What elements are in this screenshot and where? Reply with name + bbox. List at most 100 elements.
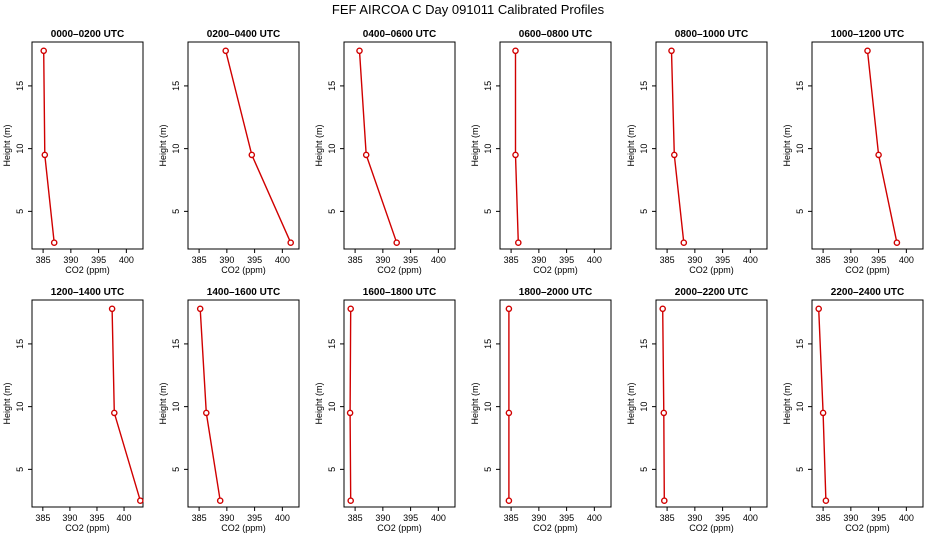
y-axis-label: Height (m)	[626, 124, 636, 166]
x-tick-label: 385	[660, 255, 675, 265]
y-tick-label: 10	[171, 144, 181, 154]
y-tick-label: 10	[15, 144, 25, 154]
y-tick-label: 10	[171, 402, 181, 412]
y-tick-label: 15	[795, 81, 805, 91]
panel-title: 1200–1400 UTC	[51, 287, 124, 298]
profile-line	[818, 308, 827, 501]
data-point	[659, 305, 667, 313]
panel-title: 1000–1200 UTC	[831, 29, 904, 40]
y-tick-label: 5	[171, 467, 181, 472]
x-tick-label: 385	[192, 255, 207, 265]
y-axis-label: Height (m)	[158, 124, 168, 166]
data-point	[196, 305, 204, 313]
data-point	[505, 497, 513, 505]
y-tick-label: 10	[639, 144, 649, 154]
y-tick-label: 15	[171, 339, 181, 349]
x-tick-label: 385	[36, 255, 51, 265]
x-tick-label: 400	[431, 255, 446, 265]
x-tick-label: 385	[816, 255, 831, 265]
x-tick-label: 390	[687, 513, 702, 523]
data-point	[512, 151, 519, 159]
y-axis-label: Height (m)	[782, 124, 792, 166]
y-tick-label: 5	[15, 467, 25, 472]
y-tick-label: 5	[795, 467, 805, 472]
y-tick-label: 15	[171, 81, 181, 91]
x-tick-label: 395	[715, 513, 730, 523]
x-tick-label: 390	[219, 255, 234, 265]
y-tick-label: 15	[15, 339, 25, 349]
y-tick-label: 10	[15, 402, 25, 412]
profile-line	[514, 50, 519, 243]
plot-frame	[187, 299, 300, 508]
profile-line	[349, 308, 352, 501]
panel-title: 1800–2000 UTC	[519, 287, 592, 298]
plot-frame	[343, 299, 456, 508]
profile-panel: 0600–0800 UTC 385 390 395 400 5 10 15 CO2 (ppm) H…	[470, 29, 612, 275]
profile-line	[662, 308, 665, 501]
x-axis-label: CO2 (ppm)	[845, 523, 890, 533]
x-tick-label: 400	[899, 255, 914, 265]
panel-title: 1400–1600 UTC	[207, 287, 280, 298]
data-point	[346, 409, 354, 417]
x-tick-label: 400	[587, 255, 602, 265]
y-axis-label: Height (m)	[158, 382, 168, 424]
data-point	[822, 497, 830, 505]
x-tick-label: 385	[35, 513, 50, 523]
data-point	[671, 151, 678, 159]
y-tick-label: 10	[327, 144, 337, 154]
x-tick-label: 400	[743, 255, 758, 265]
data-point	[347, 497, 355, 505]
x-axis-label: CO2 (ppm)	[377, 523, 422, 533]
data-point	[108, 305, 116, 313]
plot-frame	[655, 41, 768, 250]
y-tick-label: 5	[327, 209, 337, 214]
y-tick-label: 10	[483, 144, 493, 154]
data-point	[40, 47, 48, 55]
panel-title: 0800–1000 UTC	[675, 29, 748, 40]
x-axis-label: CO2 (ppm)	[689, 265, 734, 275]
x-axis-label: CO2 (ppm)	[845, 265, 890, 275]
y-tick-label: 5	[483, 209, 493, 214]
x-axis-label: CO2 (ppm)	[65, 265, 110, 275]
panel-title: 0200–0400 UTC	[207, 29, 280, 40]
x-axis-label: CO2 (ppm)	[65, 523, 110, 533]
x-tick-label: 390	[843, 513, 858, 523]
panels-grid: 0000–0200 UTC 385 390 395 400 5 10 15 CO2 (ppm) H…	[2, 29, 924, 533]
plot-frame	[31, 299, 144, 508]
y-tick-label: 5	[639, 209, 649, 214]
y-tick-label: 10	[639, 402, 649, 412]
x-tick-label: 385	[504, 513, 519, 523]
data-point	[362, 151, 370, 159]
profile-panel: 2000–2200 UTC 385 390 395 400 5 10 15 CO2 (ppm) H…	[626, 287, 768, 533]
x-tick-label: 395	[403, 255, 418, 265]
y-tick-label: 5	[171, 209, 181, 214]
y-tick-label: 15	[327, 81, 337, 91]
data-point	[505, 305, 513, 313]
x-tick-label: 390	[375, 513, 390, 523]
plot-frame	[811, 299, 924, 508]
x-tick-label: 390	[531, 255, 546, 265]
x-tick-label: 390	[687, 255, 702, 265]
y-axis-label: Height (m)	[314, 382, 324, 424]
profile-panel: 1800–2000 UTC 385 390 395 400 5 10 15 CO2 (ppm) H…	[470, 287, 612, 533]
data-point	[202, 409, 210, 417]
data-point	[515, 239, 522, 246]
y-tick-label: 5	[483, 467, 493, 472]
panel-title: 2000–2200 UTC	[675, 287, 748, 298]
profile-line	[225, 50, 292, 243]
y-tick-label: 5	[15, 209, 25, 214]
data-point	[864, 47, 871, 55]
x-tick-label: 390	[63, 255, 78, 265]
y-tick-label: 10	[795, 144, 805, 154]
y-axis-label: Height (m)	[314, 124, 324, 166]
x-tick-label: 385	[192, 513, 207, 523]
x-tick-label: 385	[348, 513, 363, 523]
x-tick-label: 395	[715, 255, 730, 265]
y-tick-label: 5	[327, 467, 337, 472]
x-tick-label: 385	[660, 513, 675, 523]
y-tick-label: 15	[483, 81, 493, 91]
data-point	[680, 239, 688, 246]
plot-frame	[499, 41, 612, 250]
profile-panel: 2200–2400 UTC 385 390 395 400 5 10 15 CO2 (ppm) H…	[782, 287, 924, 533]
y-tick-label: 10	[795, 402, 805, 412]
